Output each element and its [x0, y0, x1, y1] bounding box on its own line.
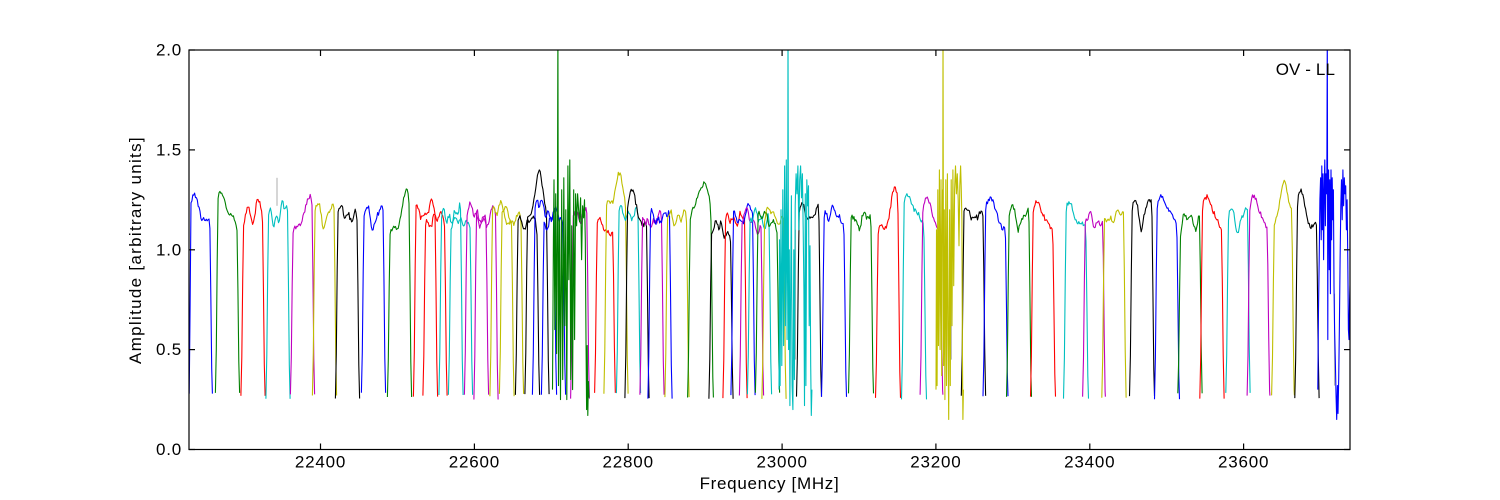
svg-text:Amplitude [arbitrary units]: Amplitude [arbitrary units]	[126, 136, 145, 364]
svg-text:1.5: 1.5	[156, 140, 182, 159]
svg-text:22600: 22600	[449, 453, 500, 472]
svg-text:22800: 22800	[603, 453, 654, 472]
svg-text:2.0: 2.0	[156, 41, 182, 60]
svg-text:23200: 23200	[910, 453, 961, 472]
svg-text:0.5: 0.5	[156, 340, 182, 359]
svg-text:OV - LL: OV - LL	[1276, 60, 1335, 79]
svg-text:Frequency [MHz]: Frequency [MHz]	[700, 474, 840, 493]
svg-text:23400: 23400	[1064, 453, 1115, 472]
svg-text:1.0: 1.0	[156, 240, 182, 259]
svg-text:0.0: 0.0	[156, 440, 182, 459]
svg-text:22400: 22400	[295, 453, 346, 472]
svg-text:23000: 23000	[756, 453, 807, 472]
svg-text:23600: 23600	[1218, 453, 1269, 472]
